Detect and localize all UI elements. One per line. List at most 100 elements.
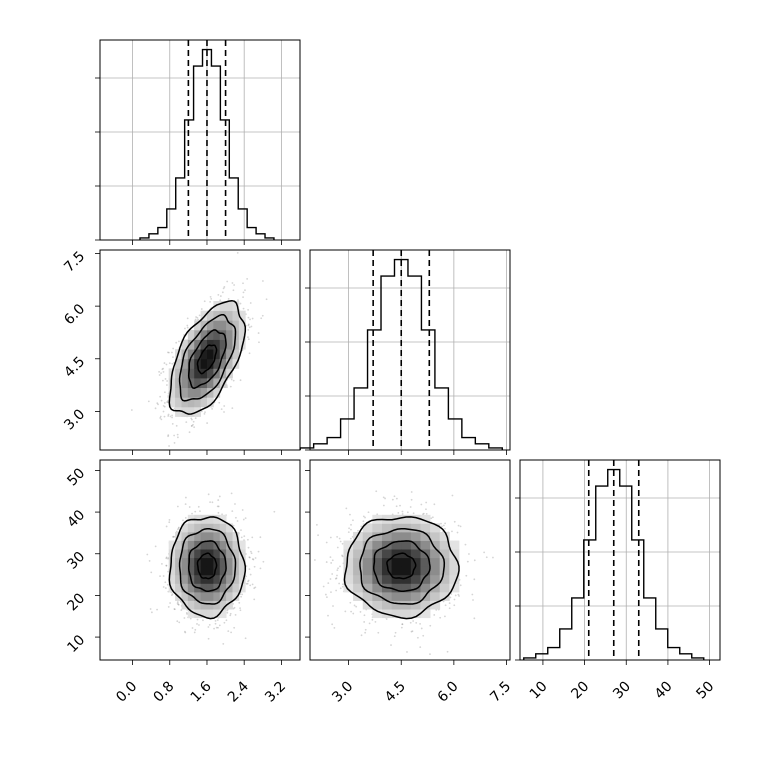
density-cell bbox=[206, 397, 214, 408]
density-cell bbox=[401, 540, 412, 550]
density-cell bbox=[181, 540, 189, 550]
sample-point bbox=[254, 557, 257, 559]
sample-point bbox=[184, 503, 187, 506]
sample-point bbox=[471, 593, 474, 596]
sample-point bbox=[211, 501, 214, 504]
sample-point bbox=[483, 551, 486, 554]
sample-point bbox=[395, 497, 398, 500]
sample-point bbox=[162, 367, 165, 370]
sample-point bbox=[193, 631, 196, 634]
sample-point bbox=[450, 593, 453, 595]
sample-point bbox=[194, 510, 197, 513]
density-cell bbox=[194, 523, 201, 533]
density-cell bbox=[449, 583, 460, 593]
density-cell bbox=[206, 320, 214, 331]
density-cell bbox=[381, 600, 393, 610]
sample-point bbox=[167, 351, 169, 354]
sample-point bbox=[451, 530, 453, 533]
density-cell bbox=[206, 349, 214, 360]
density-cell bbox=[391, 566, 402, 576]
sample-point bbox=[448, 607, 451, 610]
density-cell bbox=[200, 600, 208, 610]
sample-point bbox=[444, 527, 446, 530]
density-cell bbox=[181, 523, 189, 533]
density-cell bbox=[168, 397, 176, 408]
sample-point bbox=[237, 299, 239, 302]
sample-point bbox=[247, 308, 249, 311]
sample-point bbox=[314, 559, 316, 561]
density-cell bbox=[187, 609, 195, 619]
sample-point bbox=[194, 628, 197, 631]
sample-point bbox=[217, 511, 220, 514]
sample-point bbox=[162, 404, 165, 407]
sample-point bbox=[330, 562, 333, 564]
sample-point bbox=[329, 536, 332, 539]
sample-point bbox=[184, 327, 186, 330]
sample-point bbox=[210, 297, 213, 300]
sample-point bbox=[209, 301, 212, 303]
density-cell bbox=[430, 531, 441, 541]
sample-point bbox=[409, 621, 412, 624]
sample-point bbox=[164, 581, 167, 584]
density-cell bbox=[194, 600, 201, 610]
sample-point bbox=[184, 496, 187, 499]
sample-point bbox=[317, 534, 319, 537]
density-cell bbox=[410, 583, 421, 593]
sample-point bbox=[244, 289, 246, 292]
sample-point bbox=[190, 425, 193, 427]
sample-point bbox=[410, 498, 413, 501]
sample-point bbox=[206, 422, 209, 424]
density-cell bbox=[420, 583, 431, 593]
sample-point bbox=[162, 575, 165, 577]
contour-line bbox=[196, 552, 218, 580]
sample-point bbox=[350, 528, 352, 531]
sample-point bbox=[375, 490, 378, 493]
density-cell bbox=[381, 591, 393, 601]
sample-point bbox=[191, 418, 193, 421]
sample-point bbox=[167, 399, 169, 402]
sample-point bbox=[191, 424, 193, 427]
sample-point bbox=[172, 535, 175, 538]
sample-point bbox=[257, 550, 260, 553]
density-cell bbox=[232, 566, 240, 576]
density-cell bbox=[226, 583, 233, 593]
density-cell bbox=[200, 531, 208, 541]
density-cell bbox=[401, 523, 412, 533]
sample-point bbox=[327, 614, 329, 617]
sample-point bbox=[367, 511, 370, 514]
sample-point bbox=[150, 571, 153, 574]
density-cell bbox=[401, 566, 412, 576]
sample-point bbox=[364, 516, 366, 519]
density-cell bbox=[194, 368, 201, 379]
sample-point bbox=[324, 593, 327, 596]
sample-point bbox=[165, 564, 168, 567]
sample-point bbox=[169, 415, 172, 418]
sample-point bbox=[240, 529, 242, 531]
density-cell bbox=[194, 387, 201, 398]
density-cell bbox=[200, 387, 208, 398]
sample-point bbox=[207, 493, 210, 496]
sample-point bbox=[331, 623, 334, 626]
sample-point bbox=[165, 556, 168, 559]
density-cell bbox=[187, 591, 195, 601]
sample-point bbox=[444, 604, 447, 607]
sample-point bbox=[248, 326, 251, 329]
density-cell bbox=[219, 301, 227, 312]
sample-point bbox=[234, 613, 237, 616]
density-cell bbox=[200, 549, 208, 559]
sample-point bbox=[177, 526, 180, 529]
sample-point bbox=[177, 527, 180, 530]
sample-point bbox=[198, 624, 200, 626]
sample-point bbox=[226, 611, 229, 614]
density-cell bbox=[213, 358, 221, 369]
sample-point bbox=[459, 525, 462, 528]
density-cell bbox=[343, 566, 354, 576]
density-cell bbox=[420, 557, 431, 567]
sample-point bbox=[391, 498, 394, 501]
density-cell bbox=[187, 368, 195, 379]
sample-point bbox=[429, 653, 431, 656]
density-cell bbox=[226, 574, 233, 584]
sample-point bbox=[172, 536, 175, 538]
sample-point bbox=[339, 565, 341, 568]
sample-point bbox=[253, 587, 256, 590]
